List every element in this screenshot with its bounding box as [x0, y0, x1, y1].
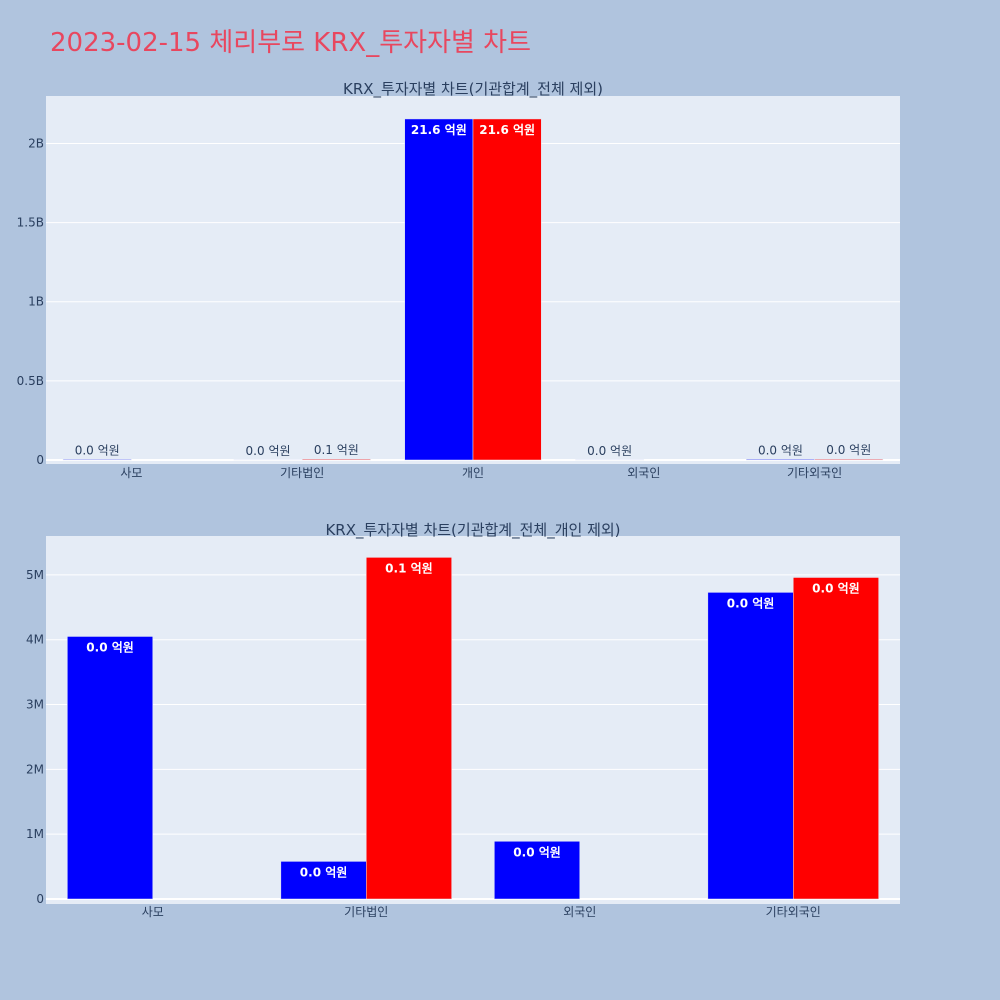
data-label: 0.0 억원 — [246, 444, 291, 458]
data-label: 0.0 억원 — [826, 443, 871, 457]
y-tick-label: 0 — [36, 453, 44, 467]
x-tick-label: 사모 — [142, 905, 164, 919]
data-label: 0.1 억원 — [314, 443, 359, 457]
data-label: 0.0 억원 — [587, 444, 632, 458]
y-tick-label: 1M — [26, 827, 44, 841]
bar-buy — [62, 459, 132, 461]
y-tick-label: 2M — [26, 762, 44, 776]
bar-sell — [301, 458, 371, 461]
chart-title: KRX_투자자별 차트(기관합계_전체_개인 제외) — [325, 521, 620, 540]
bar-sell — [793, 577, 879, 900]
x-tick-label: 기타외국인 — [766, 905, 821, 919]
data-label: 0.1 억원 — [385, 561, 433, 575]
bar-sell — [814, 458, 884, 461]
x-tick-label: 개인 — [462, 466, 484, 480]
bar-buy — [280, 861, 367, 900]
data-label: 0.0 억원 — [513, 845, 561, 859]
chart-title: KRX_투자자별 차트(기관합계_전체 제외) — [343, 80, 603, 99]
bar-buy — [404, 118, 474, 461]
x-tick-label: 기타법인 — [280, 466, 324, 480]
x-tick-label: 외국인 — [563, 905, 596, 919]
x-tick-label: 기타법인 — [344, 905, 388, 919]
chart-2: 0 1M 2M 3M 4M 5M KRX_투자자별 차트(기관합계_전체_개인 제외) 사모 0… — [26, 521, 900, 919]
y-tick-label: 2B — [28, 136, 44, 150]
y-tick-label: 0.5B — [17, 374, 44, 388]
y-tick-label: 0 — [36, 892, 44, 906]
bar-buy — [746, 459, 815, 461]
x-tick-label: 사모 — [120, 466, 142, 480]
y-tick-label: 4M — [26, 633, 44, 647]
y-tick-label: 1.5B — [17, 216, 44, 230]
page-title: 2023-02-15 체리부로 KRX_투자자별 차트 — [50, 28, 532, 58]
data-label: 0.0 억원 — [75, 443, 120, 457]
data-label: 0.0 억원 — [300, 865, 348, 879]
y-tick-label: 1B — [28, 295, 44, 309]
bar-sell — [366, 557, 452, 900]
x-tick-label: 외국인 — [627, 466, 660, 480]
data-label: 0.0 억원 — [758, 443, 803, 457]
data-label: 0.0 억원 — [86, 640, 134, 654]
bar-sell — [472, 118, 542, 461]
data-label: 0.0 억원 — [812, 581, 860, 595]
bar-buy — [494, 841, 581, 900]
bar-buy — [67, 636, 153, 900]
x-tick-label: 기타외국인 — [787, 466, 842, 480]
y-tick-label: 5M — [26, 568, 44, 582]
data-label: 21.6 억원 — [411, 123, 467, 137]
data-label: 21.6 억원 — [479, 123, 535, 137]
data-label: 0.0 억원 — [727, 596, 775, 610]
y-tick-label: 3M — [26, 698, 44, 712]
bar-buy — [707, 592, 794, 900]
